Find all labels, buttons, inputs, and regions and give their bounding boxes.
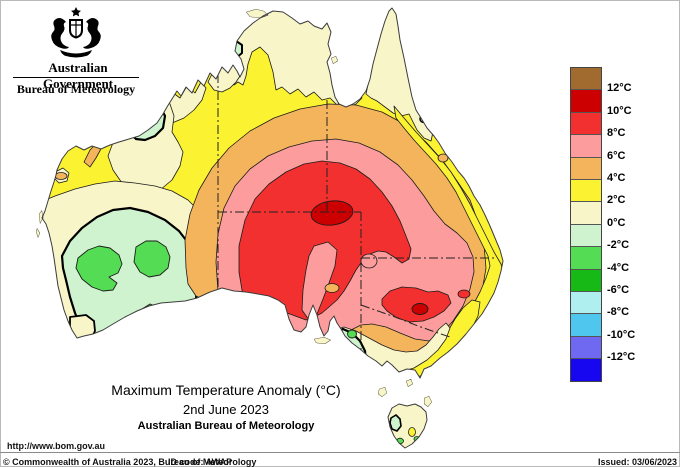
- coastline: [41, 7, 504, 449]
- coat-of-arms-icon: [51, 7, 101, 58]
- legend-swatch: [571, 224, 601, 248]
- legend-swatch: [571, 336, 601, 360]
- legend-swatches: [570, 67, 602, 383]
- island-melville: [245, 8, 269, 19]
- legend-label: 10°C: [607, 104, 632, 117]
- legend-swatch: [571, 269, 601, 292]
- map-date: 2nd June 2023: [182, 402, 270, 417]
- anomaly-spencer-4-6-spot: [324, 283, 340, 293]
- anomaly-swtip-0-2: [69, 314, 96, 343]
- legend-label: 6°C: [607, 149, 626, 162]
- state-borders: [217, 74, 496, 350]
- anomaly-nsw-8-10-spot: [457, 289, 471, 299]
- anomaly-nsw-10-12: [411, 303, 429, 315]
- legend-label: 12°C: [607, 82, 632, 95]
- anomaly-vic-green-dot: [347, 329, 357, 339]
- legend-label: -8°C: [607, 306, 630, 319]
- footer-id-code: ID code: AWAP: [168, 457, 233, 467]
- legend-label: -4°C: [607, 261, 630, 274]
- anomaly-core-10-12: [310, 200, 354, 226]
- legend-label: -10°C: [607, 328, 636, 341]
- government-rule: [13, 77, 139, 78]
- anomaly-central-8-10: [238, 160, 412, 321]
- footer-copyright: © Commonwealth of Australia 2023, Bureau…: [3, 457, 257, 467]
- legend-label: -12°C: [607, 351, 636, 364]
- legend-label: -6°C: [607, 284, 630, 296]
- island-flinders: [423, 395, 433, 408]
- legend-swatch: [571, 291, 601, 315]
- legend-swatch: [571, 359, 601, 382]
- legend-label: 8°C: [607, 127, 626, 140]
- footer-bar: © Commonwealth of Australia 2023, Bureau…: [0, 452, 680, 467]
- legend-swatch: [571, 112, 601, 136]
- government-title: Australian Government: [42, 60, 114, 91]
- legend-swatch: [571, 314, 601, 337]
- anomaly-inlier-6-8: [360, 253, 378, 269]
- temperature-legend: 12°C 10°C 8°C 6°C 4°C 2°C 0°C -2°C -4°C -6°C -8°C -…: [570, 67, 635, 383]
- island-kangaroo: [313, 336, 332, 345]
- legend-swatch: [571, 157, 601, 180]
- title-block: Maximum Temperature Anomaly (°C) 2nd Jun…: [30, 382, 422, 432]
- legend-label: 4°C: [607, 172, 626, 184]
- anomaly-sw-green1: [75, 245, 123, 292]
- legend-swatch: [571, 135, 601, 158]
- legend-swatch: [571, 247, 601, 270]
- map-source: Australian Bureau of Meteorology: [137, 420, 315, 432]
- map-title: Maximum Temperature Anomaly (°C): [111, 382, 341, 398]
- legend-label: 0°C: [607, 216, 626, 229]
- legend-swatch: [571, 202, 601, 225]
- legend-swatch: [571, 68, 601, 91]
- anomaly-qld-4-6-spot: [437, 153, 449, 163]
- legend-swatch: [571, 90, 601, 113]
- tasmania-2-4-spot: [408, 427, 416, 437]
- legend-label: -2°C: [607, 239, 630, 252]
- footer-issued: Issued: 03/06/2023: [597, 457, 677, 467]
- agency-title: Bureau of Meteorology: [16, 82, 136, 96]
- legend-swatch: [571, 179, 601, 203]
- island-groote: [330, 55, 339, 65]
- tasmania-m2-0: [389, 414, 402, 432]
- anomaly-sw-green2: [133, 240, 171, 278]
- island-sharkbay: [36, 209, 44, 239]
- bom-url[interactable]: http://www.bom.gov.au: [7, 441, 105, 451]
- anomaly-topend-m2-0: [225, 40, 243, 59]
- legend-label: 2°C: [607, 194, 626, 207]
- anomaly-pilbara-4-6-spot: [54, 172, 68, 180]
